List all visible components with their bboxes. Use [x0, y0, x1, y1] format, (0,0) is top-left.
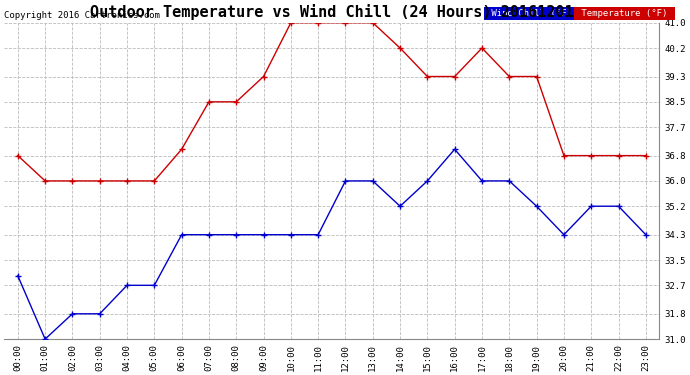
Title: Outdoor Temperature vs Wind Chill (24 Hours) 20161201: Outdoor Temperature vs Wind Chill (24 Ho…: [90, 4, 573, 20]
Text: Wind Chill (°F): Wind Chill (°F): [486, 9, 578, 18]
Text: Temperature (°F): Temperature (°F): [576, 9, 673, 18]
Text: Copyright 2016 Cartronics.com: Copyright 2016 Cartronics.com: [4, 10, 160, 20]
